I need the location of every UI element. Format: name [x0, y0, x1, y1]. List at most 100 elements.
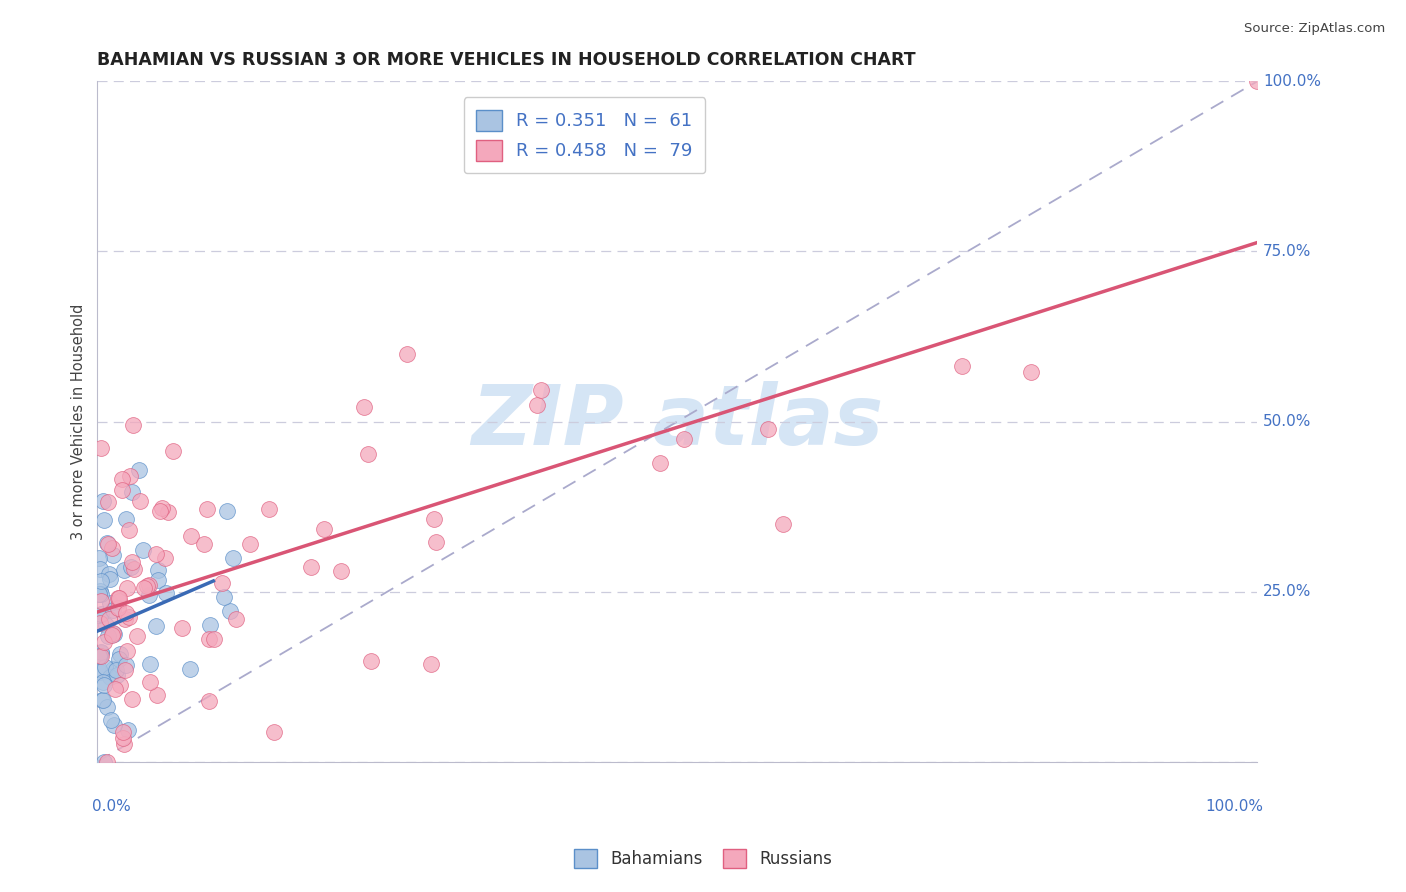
Point — [107, 591, 129, 605]
Point — [360, 654, 382, 668]
Point — [89, 665, 111, 679]
Point — [101, 603, 124, 617]
Point — [357, 447, 380, 461]
Point — [156, 506, 179, 520]
Point — [115, 606, 138, 620]
Point — [90, 441, 112, 455]
Point — [94, 618, 117, 632]
Text: 0.0%: 0.0% — [91, 799, 131, 814]
Point — [423, 512, 446, 526]
Point — [101, 625, 124, 640]
Text: BAHAMIAN VS RUSSIAN 3 OR MORE VEHICLES IN HOUSEHOLD CORRELATION CHART: BAHAMIAN VS RUSSIAN 3 OR MORE VEHICLES I… — [97, 51, 915, 69]
Point — [93, 755, 115, 769]
Point — [129, 493, 152, 508]
Point — [1246, 74, 1268, 88]
Point — [89, 550, 111, 565]
Point — [214, 590, 236, 604]
Point — [108, 678, 131, 692]
Point — [100, 713, 122, 727]
Point — [98, 572, 121, 586]
Point — [299, 560, 322, 574]
Point — [89, 561, 111, 575]
Point — [103, 663, 125, 677]
Text: 100.0%: 100.0% — [1205, 799, 1263, 814]
Point — [148, 563, 170, 577]
Point — [98, 596, 121, 610]
Point — [138, 657, 160, 671]
Point — [121, 555, 143, 569]
Point — [138, 588, 160, 602]
Point — [145, 548, 167, 562]
Point — [121, 691, 143, 706]
Text: 100.0%: 100.0% — [1263, 74, 1322, 89]
Point — [110, 647, 132, 661]
Point — [114, 663, 136, 677]
Point — [125, 629, 148, 643]
Point — [139, 674, 162, 689]
Point — [217, 504, 239, 518]
Point — [103, 548, 125, 562]
Point — [87, 648, 110, 663]
Point — [1019, 365, 1042, 379]
Point — [107, 601, 129, 615]
Point — [87, 662, 110, 676]
Point — [89, 649, 111, 664]
Point — [111, 472, 134, 486]
Text: 50.0%: 50.0% — [1263, 414, 1312, 429]
Point — [97, 494, 120, 508]
Point — [108, 591, 131, 606]
Point — [89, 616, 111, 631]
Point — [128, 463, 150, 477]
Point — [91, 674, 114, 689]
Point — [263, 725, 285, 739]
Point — [950, 359, 973, 373]
Point — [149, 504, 172, 518]
Point — [179, 661, 201, 675]
Point — [118, 468, 141, 483]
Point — [90, 594, 112, 608]
Point — [198, 632, 221, 646]
Point — [170, 621, 193, 635]
Point — [395, 346, 418, 360]
Point — [89, 649, 111, 664]
Point — [94, 660, 117, 674]
Point — [200, 618, 222, 632]
Point — [145, 618, 167, 632]
Point — [98, 670, 121, 684]
Point — [114, 658, 136, 673]
Point — [122, 562, 145, 576]
Legend: R = 0.351   N =  61, R = 0.458   N =  79: R = 0.351 N = 61, R = 0.458 N = 79 — [464, 97, 706, 173]
Point — [90, 692, 112, 706]
Point — [114, 612, 136, 626]
Point — [87, 587, 110, 601]
Point — [132, 543, 155, 558]
Y-axis label: 3 or more Vehicles in Household: 3 or more Vehicles in Household — [72, 303, 86, 540]
Point — [98, 611, 121, 625]
Point — [195, 502, 218, 516]
Point — [136, 579, 159, 593]
Point — [162, 444, 184, 458]
Point — [107, 668, 129, 682]
Point — [526, 398, 548, 412]
Point — [87, 587, 110, 601]
Point — [120, 560, 142, 574]
Point — [90, 587, 112, 601]
Point — [312, 522, 335, 536]
Point — [93, 635, 115, 649]
Point — [193, 537, 215, 551]
Point — [93, 678, 115, 692]
Point — [96, 755, 118, 769]
Point — [90, 645, 112, 659]
Point — [257, 502, 280, 516]
Point — [90, 646, 112, 660]
Point — [117, 582, 139, 596]
Point — [756, 422, 779, 436]
Point — [118, 523, 141, 537]
Point — [112, 737, 135, 751]
Point — [197, 694, 219, 708]
Text: 75.0%: 75.0% — [1263, 244, 1312, 259]
Point — [103, 627, 125, 641]
Text: 25.0%: 25.0% — [1263, 584, 1312, 599]
Point — [122, 418, 145, 433]
Point — [673, 432, 696, 446]
